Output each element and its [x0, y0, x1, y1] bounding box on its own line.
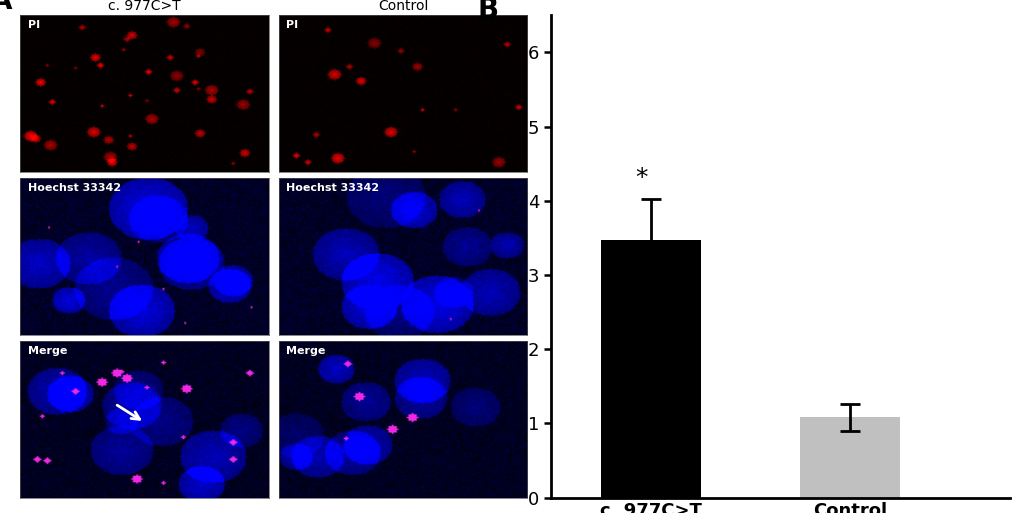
Title: c. 977C>T: c. 977C>T [108, 0, 180, 13]
Text: *: * [634, 167, 647, 190]
Text: PI: PI [286, 20, 298, 30]
Text: Hoechst 33342: Hoechst 33342 [286, 183, 379, 193]
Bar [800, 418, 900, 498]
Text: A: A [0, 0, 12, 15]
Title: Control: Control [377, 0, 428, 13]
Text: Merge: Merge [286, 346, 325, 356]
Text: PI: PI [28, 20, 40, 30]
Text: Hoechst 33342: Hoechst 33342 [28, 183, 121, 193]
Text: Merge: Merge [28, 346, 67, 356]
Bar [600, 240, 700, 498]
Text: B: B [478, 0, 498, 24]
